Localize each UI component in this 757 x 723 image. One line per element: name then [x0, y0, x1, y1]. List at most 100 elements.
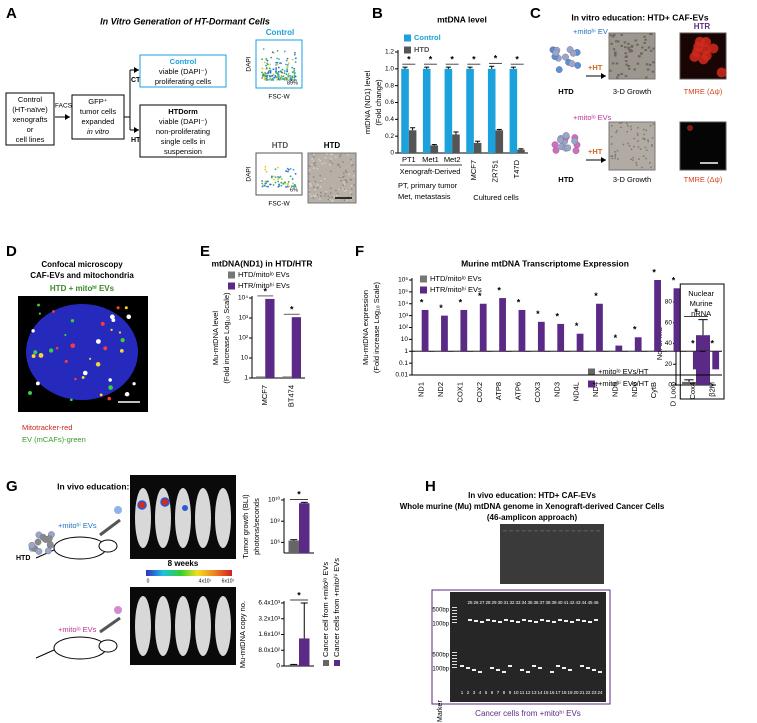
texture [342, 188, 344, 191]
dot [270, 176, 273, 179]
texture [311, 163, 313, 166]
label: (46-amplicon approach) [487, 513, 578, 522]
texture [649, 162, 651, 164]
label: Control [170, 57, 197, 66]
signal [31, 354, 36, 359]
gel-band [546, 620, 550, 622]
gel-lane [540, 530, 545, 532]
marker-band [452, 655, 457, 656]
texture [330, 157, 332, 160]
dot [269, 183, 272, 186]
texture [610, 155, 612, 158]
signal [28, 390, 32, 395]
texture [614, 151, 616, 153]
bar [414, 350, 422, 352]
bar [550, 350, 558, 352]
y-tick-label: 20 [665, 361, 673, 368]
texture [344, 169, 347, 172]
y-axis-label: (Fold change) [374, 79, 383, 126]
cell [568, 60, 576, 68]
dot [275, 64, 277, 66]
significance: * [594, 291, 598, 301]
label: 5 [485, 690, 488, 695]
dot [291, 71, 294, 73]
texture [348, 173, 350, 176]
cell [716, 67, 727, 78]
dot [293, 183, 296, 186]
label: 1 [461, 690, 464, 695]
texture [337, 198, 340, 200]
gel-band [592, 669, 596, 671]
texture [611, 143, 613, 145]
texture [338, 188, 340, 190]
significance: * [472, 55, 476, 65]
dot [291, 66, 294, 69]
gel-lane [571, 530, 576, 532]
gel-band [586, 667, 590, 669]
texture [644, 146, 647, 149]
legend-swatch [420, 286, 427, 294]
cell [552, 49, 560, 57]
label: 3-D Growth [613, 87, 651, 96]
significance: * [517, 297, 521, 307]
texture [616, 76, 619, 79]
significance: * [450, 55, 454, 65]
marker-band [452, 619, 457, 620]
label: 38 [545, 600, 551, 605]
dot [282, 75, 285, 78]
gel-band [564, 620, 568, 622]
texture [309, 182, 311, 184]
texture [627, 64, 630, 67]
dot [269, 69, 272, 72]
texture [309, 183, 312, 186]
texture [611, 125, 613, 127]
label: 24 [597, 690, 603, 695]
cell [564, 144, 572, 152]
signal [64, 359, 68, 363]
texture [647, 46, 651, 49]
y-tick-label: 1.6x10³ [258, 631, 281, 638]
cell [701, 50, 712, 61]
gel [450, 592, 606, 702]
label: TMRE (Δψ) [684, 175, 723, 184]
texture [643, 138, 646, 141]
label: 14 [537, 690, 543, 695]
dot [286, 69, 289, 72]
label: 8 [503, 690, 506, 695]
dot [275, 61, 278, 64]
box [71, 94, 125, 140]
label: 17 [555, 690, 561, 695]
texture [620, 44, 624, 47]
panel-letter: C [530, 5, 541, 22]
label: HTD [272, 141, 289, 150]
texture [634, 39, 638, 42]
texture [628, 50, 632, 53]
signal [110, 328, 113, 332]
texture [337, 163, 340, 166]
label: +mitoˡᵒ EVs [58, 625, 97, 634]
dot [265, 185, 268, 188]
significance: * [459, 297, 463, 307]
label: cell lines [16, 135, 45, 144]
x-tick-label: Met2 [444, 155, 461, 164]
label: 13 [531, 690, 537, 695]
dot [268, 75, 271, 77]
dot [283, 70, 286, 72]
y-tick-label: 0.01 [395, 372, 408, 379]
dot [264, 168, 267, 171]
y-tick-label: 10³ [239, 315, 249, 322]
arrow-head [65, 114, 70, 120]
cell [45, 535, 53, 543]
dot [281, 68, 284, 71]
dot [263, 184, 266, 187]
bar [654, 280, 661, 352]
gel-band [594, 619, 598, 621]
texture [627, 125, 629, 127]
dot [285, 73, 288, 76]
label: FSC-W [268, 94, 290, 101]
bar [288, 664, 299, 666]
gel-band [582, 620, 586, 622]
texture [633, 68, 636, 71]
dot [263, 76, 266, 79]
label: 16 [549, 690, 555, 695]
